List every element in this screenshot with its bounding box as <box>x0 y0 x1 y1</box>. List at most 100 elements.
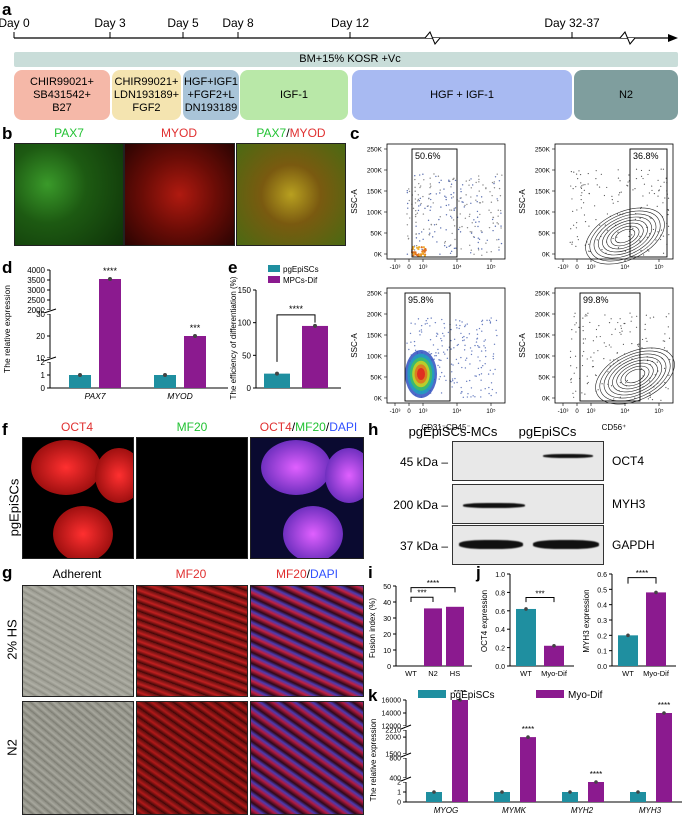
event-dot <box>572 392 574 394</box>
event-dot <box>485 242 487 244</box>
event-dot <box>662 235 665 237</box>
event-dot <box>495 329 497 331</box>
event-dot <box>592 340 594 342</box>
event-dot <box>452 219 455 221</box>
data-point <box>313 323 317 328</box>
y-tick-label: 1 <box>397 790 401 797</box>
event-dot <box>616 213 619 215</box>
event-dot <box>466 337 468 339</box>
event-dot <box>408 188 410 190</box>
stage-box: CHIR99021+ LDN193189+ FGF2 <box>112 70 181 120</box>
event-dot <box>489 322 492 324</box>
event-dot <box>635 168 638 170</box>
y-tick-label: 50 <box>242 351 251 360</box>
event-dot <box>470 178 472 180</box>
legend-swatch <box>418 690 446 698</box>
event-dot <box>619 318 621 320</box>
event-dot <box>601 383 603 385</box>
event-dot <box>651 399 654 401</box>
panel-label-e: e <box>228 258 238 277</box>
event-dot <box>588 243 590 245</box>
event-dot <box>581 355 584 357</box>
axis-break-mark <box>43 356 57 362</box>
event-dot <box>575 227 578 229</box>
event-dot <box>574 355 577 357</box>
merge-title: PAX7/MYOD <box>236 126 346 140</box>
blot-band <box>459 539 523 549</box>
event-dot <box>450 215 452 218</box>
event-dot <box>464 325 466 328</box>
event-dot <box>427 317 429 320</box>
y-tick-label: 0K <box>542 252 551 259</box>
event-dot <box>492 353 495 355</box>
event-dot <box>577 178 579 180</box>
event-dot <box>445 204 448 207</box>
event-dot <box>597 350 599 352</box>
event-dot <box>614 328 616 330</box>
merge-mf20: MF20 <box>295 420 326 434</box>
bar <box>302 325 328 388</box>
event-dot <box>498 180 501 182</box>
event-dot <box>428 351 430 353</box>
event-dot <box>465 380 468 383</box>
event-dot <box>457 362 460 365</box>
data-point <box>636 790 640 794</box>
event-dot <box>610 385 613 387</box>
event-dot <box>459 320 461 322</box>
event-dot <box>454 179 457 182</box>
x-tick-label: MYH3 <box>639 806 662 815</box>
merge-image <box>236 143 346 246</box>
row-label-pgepiscs: pgEpiSCs <box>6 478 22 537</box>
event-dot <box>453 347 455 349</box>
event-dot <box>497 223 500 225</box>
significance-bracket <box>410 587 456 593</box>
bar <box>424 608 442 666</box>
y-tick-label: 2 <box>41 358 46 367</box>
event-dot <box>453 382 456 384</box>
event-dot <box>622 343 625 345</box>
event-dot <box>656 205 658 207</box>
x-tick-label: 10⁵ <box>486 264 496 271</box>
bar <box>618 635 638 666</box>
blot-kda-label: 200 kDa – <box>393 498 448 512</box>
event-dot <box>597 389 599 391</box>
event-dot <box>475 341 478 343</box>
x-tick-label: 10³ <box>419 265 428 271</box>
event-dot <box>470 396 472 398</box>
merge-image-f <box>250 437 364 559</box>
event-dot <box>572 210 574 213</box>
gate-percent: 50.6% <box>415 151 441 161</box>
event-dot <box>420 329 423 331</box>
day-label: Day 0 <box>0 16 30 30</box>
event-dot <box>406 342 408 344</box>
event-dot <box>500 225 502 227</box>
event-dot <box>582 184 584 186</box>
y-tick-label: 100K <box>535 354 551 361</box>
panel-label-c: c <box>350 124 360 143</box>
data-point <box>568 790 572 794</box>
event-dot <box>466 323 468 325</box>
panel-label-a: a <box>2 0 12 19</box>
y-tick-label: 100K <box>367 354 383 361</box>
event-dot <box>481 330 483 332</box>
event-dot <box>424 207 426 210</box>
event-dot <box>498 187 501 190</box>
event-dot <box>652 228 655 231</box>
gate-percent: 99.8% <box>583 295 609 305</box>
event-dot <box>489 321 492 323</box>
stage-box: HGF + IGF-1 <box>352 70 572 120</box>
event-dot <box>468 179 471 181</box>
event-dot <box>460 392 462 394</box>
event-dot <box>668 234 670 236</box>
bar <box>446 606 464 666</box>
event-dot <box>421 252 424 255</box>
event-dot <box>461 366 463 369</box>
adherent-hs-image <box>22 585 134 697</box>
event-dot <box>631 316 633 318</box>
event-dot <box>478 221 480 223</box>
event-dot <box>465 194 467 196</box>
event-dot <box>662 202 664 204</box>
event-dot <box>418 253 421 257</box>
event-dot <box>570 379 572 381</box>
